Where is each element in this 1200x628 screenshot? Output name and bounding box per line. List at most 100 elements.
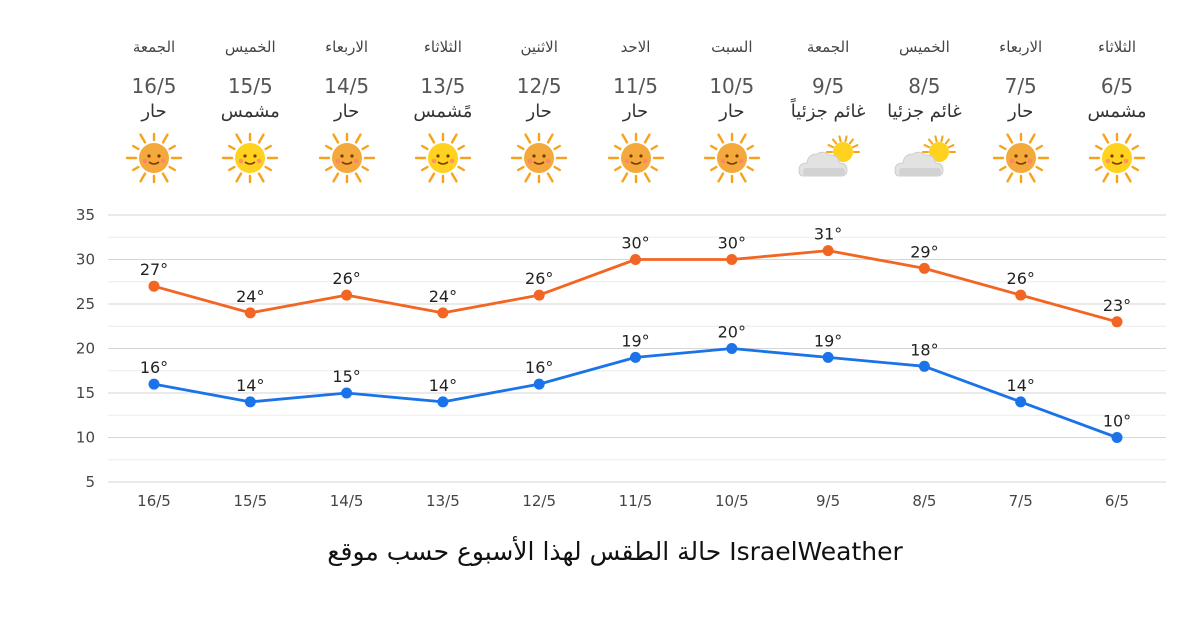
day-name: الاحد	[620, 38, 651, 56]
day-name: السبت	[711, 38, 753, 56]
x-tick-label: 7/5	[1009, 492, 1033, 510]
data-point	[244, 396, 256, 408]
forecast-day: الاحد 11/5 حار	[581, 34, 691, 184]
forecast-strip: الجمعة 16/5 حار الخميس 15/5 مشمس الاربعاء 14/5 ح…	[0, 0, 1200, 200]
data-label: 24°	[429, 287, 457, 306]
sun-icon	[1088, 132, 1146, 184]
data-point	[244, 307, 256, 319]
forecast-day: السبت 10/5 حار	[677, 34, 787, 184]
x-tick-label: 10/5	[715, 492, 749, 510]
day-name: الجمعة	[806, 38, 850, 56]
data-point	[918, 262, 930, 274]
y-tick-label: 35	[76, 206, 95, 224]
y-tick-label: 10	[76, 429, 95, 447]
day-condition: حار	[1008, 101, 1034, 122]
day-date: 16/5	[131, 74, 177, 98]
data-label: 14°	[429, 376, 457, 395]
day-date: 14/5	[324, 74, 370, 98]
day-name: الاربعاء	[325, 38, 369, 56]
forecast-day: الاربعاء 14/5 حار	[292, 34, 402, 184]
data-label: 16°	[525, 358, 553, 377]
day-date: 13/5	[420, 74, 466, 98]
data-label: 10°	[1103, 412, 1131, 431]
data-point	[533, 289, 545, 301]
data-point	[341, 387, 353, 399]
sun-hot-icon	[125, 132, 183, 184]
temperature-chart: 5 10 15 20 25 30 35 16/5 15/5 14/5 13/5 12/5 11/5 10/…	[76, 206, 1166, 510]
day-name: الثلاثاء	[1097, 38, 1136, 56]
data-label: 23°	[1103, 296, 1131, 315]
data-label: 30°	[621, 234, 649, 253]
forecast-day: الاربعاء 7/5 حار	[966, 34, 1076, 184]
data-label: 27°	[140, 260, 168, 279]
data-label: 24°	[236, 287, 264, 306]
data-label: 18°	[910, 340, 938, 359]
data-label: 26°	[1007, 269, 1035, 288]
sun-icon	[222, 132, 279, 184]
data-point	[822, 245, 834, 257]
data-point	[822, 351, 834, 363]
data-point	[1111, 432, 1123, 443]
data-point	[630, 254, 641, 265]
day-condition: مشمس	[220, 101, 280, 122]
x-tick-label: 8/5	[912, 492, 936, 510]
day-condition: غائم جزئياً	[790, 101, 866, 122]
day-condition: حار	[526, 101, 552, 122]
data-point	[341, 289, 353, 301]
data-label: 31°	[814, 225, 842, 244]
data-point	[437, 396, 449, 408]
x-tick-label: 11/5	[619, 492, 653, 510]
forecast-day: الاثنين 12/5 حار	[484, 34, 594, 184]
caption: حالة الطقس لهذا الأسبوع حسب موقع IsraelW…	[327, 537, 903, 566]
data-point	[1015, 396, 1027, 408]
forecast-day: الخميس 15/5 مشمس	[195, 34, 305, 184]
day-date: 11/5	[613, 74, 658, 98]
x-tick-label: 14/5	[330, 492, 364, 510]
y-tick-label: 15	[76, 384, 95, 402]
data-point	[437, 307, 449, 319]
day-name: الاثنين	[520, 38, 558, 56]
forecast-day: الثلاثاء 13/5 مًشمس	[388, 34, 498, 184]
day-date: 15/5	[227, 74, 273, 98]
day-condition: حار	[333, 101, 360, 122]
sun-hot-icon	[318, 132, 375, 184]
sun-hot-icon	[510, 132, 568, 184]
sun-icon	[414, 132, 472, 184]
y-tick-label: 25	[76, 295, 95, 313]
x-tick-label: 6/5	[1105, 492, 1129, 510]
data-point	[148, 280, 160, 292]
day-date: 9/5	[812, 74, 845, 98]
day-date: 7/5	[1004, 74, 1037, 98]
x-tick-label: 12/5	[522, 492, 556, 510]
x-tick-label: 15/5	[233, 492, 267, 510]
x-tick-label: 13/5	[426, 492, 460, 510]
y-tick-label: 20	[76, 340, 95, 358]
data-label: 14°	[236, 376, 264, 395]
day-name: الاربعاء	[999, 38, 1043, 56]
day-name: الخميس	[899, 38, 950, 56]
forecast-day: الثلاثاء 6/5 مشمس	[1062, 34, 1172, 184]
y-tick-label: 5	[85, 473, 95, 491]
forecast-day: الجمعة 9/5 غائم جزئياً	[773, 34, 883, 184]
day-name: الجمعة	[132, 38, 176, 56]
day-condition: حار	[141, 101, 167, 122]
forecast-day: الخميس 8/5 غائم جزئيا	[869, 34, 979, 184]
day-name: الخميس	[224, 38, 276, 56]
data-point	[1015, 289, 1027, 301]
sun-hot-icon	[992, 132, 1049, 184]
data-point	[1111, 316, 1123, 328]
day-date: 10/5	[709, 74, 755, 98]
partly-cloudy-icon	[894, 135, 957, 177]
data-label: 29°	[910, 242, 938, 261]
data-point	[726, 343, 738, 354]
data-label: 20°	[718, 323, 746, 342]
data-label: 26°	[332, 269, 360, 288]
data-point	[630, 351, 641, 363]
data-point	[533, 378, 545, 390]
day-condition: حار	[622, 101, 649, 122]
day-condition: غائم جزئيا	[887, 101, 962, 122]
x-tick-label: 9/5	[816, 492, 840, 510]
y-tick-label: 30	[76, 251, 95, 269]
partly-cloudy-icon	[798, 135, 861, 177]
data-label: 30°	[718, 234, 746, 253]
